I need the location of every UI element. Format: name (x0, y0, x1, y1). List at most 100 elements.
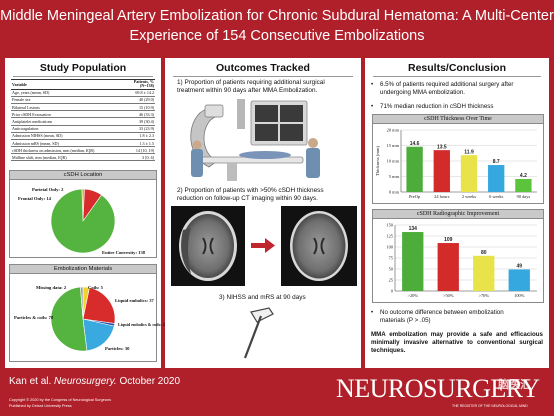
improvement-ytick-label: 75 (389, 256, 394, 261)
ceiling-mount (237, 99, 245, 129)
table-row: Female sex 40 (29.0) (11, 96, 155, 104)
outcome-item-2: 2) Proportion of patients with >50% cSDH… (177, 187, 357, 203)
citation-journal: Neurosurgery. (54, 376, 117, 387)
pie-label-parietal: Parietal Only: 2 (32, 187, 64, 192)
result-bullet-3-line1: No outcome difference between embolizati… (380, 309, 504, 316)
table-cell-value: 69.8 ± 14.2 (124, 89, 155, 97)
thickness-chart: cSDH Thickness Over Time 0 mm 5 mm 10 mm 15… (372, 114, 544, 204)
hammer-handle (243, 315, 263, 359)
thickness-chart-title: cSDH Thickness Over Time (373, 115, 543, 124)
outcome-item-2-line2: reduction on follow-up CT imaging within… (177, 195, 318, 202)
result-bullet-3: • No outcome difference between emboliza… (371, 309, 543, 325)
thickness-category-label-0: PreOp (409, 194, 421, 199)
table-cell-variable: Bilateral Lesions (11, 103, 125, 112)
pie-label-entire-value: 138 (138, 250, 146, 255)
table-cell-value: 3 [0, 6] (124, 153, 155, 162)
improvement-category-label-3: 100% (514, 293, 525, 298)
table-header-row: Variable Patients, % (N=138) (11, 79, 155, 90)
thickness-y-axis-label: Thickness (mm) (375, 146, 380, 176)
improvement-ytick-label: 100 (386, 245, 393, 250)
neurosurgery-logo: NEUROSURGERY (336, 374, 540, 403)
outcome-item-1: 1) Proportion of patients requiring addi… (177, 79, 357, 95)
table-cell-variable: Female sex (11, 96, 125, 104)
table-cell-value: 15 (10.9) (124, 103, 155, 112)
mat-label-liquid-name: Liquid embolics (115, 298, 147, 303)
thickness-value-label-3: 8.7 (493, 159, 500, 165)
csdh-location-pie (50, 188, 116, 254)
thickness-bar-2 (460, 155, 478, 192)
thickness-ytick-label: 5 mm (389, 174, 400, 179)
improvement-ytick-label: 125 (386, 234, 393, 239)
result-bullet-1-line1: 6.5% of patients required additional sur… (380, 81, 514, 88)
improvement-category-label-2: >70% (478, 293, 489, 298)
ct-comparison (171, 206, 357, 286)
thickness-ytick-label: 0 mm (389, 190, 400, 195)
detector (204, 104, 224, 118)
table-cell-variable: Admission NIHSS (mean, SD) (11, 132, 125, 140)
improvement-ytick-label: 25 (389, 278, 394, 283)
thickness-ytick-label: 20 mm (387, 128, 400, 133)
ct-before-ventricles (202, 237, 214, 255)
hammer-head (250, 307, 274, 323)
mat-label-liquid: Liquid embolics: 37 (115, 298, 154, 303)
table-cell-value: 33 (23.9) (124, 125, 155, 133)
outcomes-panel: Outcomes Tracked 1) Proportion of patien… (165, 58, 361, 368)
table-header-variable: Variable (11, 79, 125, 90)
result-bullet-2: • 71% median reduction in cSDH thickness (371, 103, 543, 111)
location-slice-2 (50, 188, 116, 254)
outcome-item-1-line1: 1) Proportion of patients requiring addi… (177, 79, 325, 86)
improvement-bar-3 (508, 269, 530, 291)
ct-after-ventricles (313, 237, 325, 255)
table-cell-value: 46 (33.3) (124, 110, 155, 119)
mat-label-particles-value: 30 (124, 346, 130, 351)
table-row: Bilateral Lesions 15 (10.9) (11, 103, 155, 112)
mat-label-liquid-coils: Liquid embolics & coils: 2 (118, 322, 165, 327)
material-slice-4 (50, 286, 88, 352)
table-row: Age, years (mean, SD) 69.8 ± 14.2 (11, 89, 155, 97)
improvement-value-label-0: 134 (409, 226, 418, 232)
assistant-head (192, 140, 202, 150)
thickness-bar-3 (488, 165, 505, 192)
improvement-bar-0 (402, 232, 424, 291)
copyright-line-1: Copyright © 2020 by the Congress of Neur… (9, 398, 111, 402)
outcome-item-3: 3) NIHSS and mRS at 90 days (219, 294, 306, 301)
physician-head (308, 138, 318, 148)
thickness-value-label-4: 4.2 (520, 173, 527, 179)
table-cell-variable: Antiplatelet medications (11, 117, 125, 126)
thickness-bar-0 (406, 146, 423, 192)
csdh-location-title: cSDH Location (10, 171, 156, 180)
table-row: Anticoagulation 33 (23.9) (11, 125, 155, 133)
improvement-bar-2 (473, 255, 495, 291)
monitor-screen (255, 124, 278, 141)
table-header-patients-line2: (N=138) (139, 83, 154, 89)
angiography-suite-illustration (190, 99, 320, 181)
mat-label-particles-name: Particles (105, 346, 123, 351)
material-slice-5 (80, 286, 84, 320)
pie-label-frontal: Frontal Only: 14 (18, 196, 51, 201)
citation: Kan et al. Neurosurgery. October 2020 (9, 376, 180, 387)
table-cell-value: 14 [10, 19] (124, 146, 155, 155)
table-row: Prior cSDH Evacuation 46 (33.3) (11, 110, 155, 119)
thickness-category-label-4: 90 days (517, 194, 531, 199)
improvement-bar-1 (437, 243, 459, 291)
assistant-body (191, 149, 203, 177)
table-cell-variable: cSDH thickness on admission, mm (median,… (11, 146, 125, 155)
ct-before-brain (182, 214, 234, 278)
ct-before-hematoma (181, 228, 191, 274)
mat-label-missing-value: 2 (63, 285, 67, 290)
divider (13, 76, 153, 77)
thickness-ytick-label: 10 mm (387, 159, 400, 164)
pie-label-entire-name: Entire Convexity (102, 250, 136, 255)
table-cell-value: 1.8 ± 2.3 (124, 132, 155, 140)
mat-label-liquid-value: 37 (149, 298, 154, 303)
table-row: cSDH thickness on admission, mm (median,… (11, 146, 155, 155)
outcome-item-2-line1: 2) Proportion of patients with >50% cSDH… (177, 187, 324, 194)
embolization-materials-box: Embolization Materials Missing data: 2 C… (9, 264, 165, 362)
title-line-1: Middle Meningeal Artery Embolization for… (0, 8, 554, 24)
monitor-screen (280, 105, 303, 122)
pie-label-parietal-name: Parietal Only (32, 187, 59, 192)
pie-label-frontal-name: Frontal Only (18, 196, 44, 201)
mat-label-particles-coils-name: Particles & coils (14, 315, 46, 320)
table-cell-value: 1.3 ± 1.5 (124, 139, 155, 148)
title-line-2: Experience of 154 Consecutive Embolizati… (129, 28, 425, 44)
